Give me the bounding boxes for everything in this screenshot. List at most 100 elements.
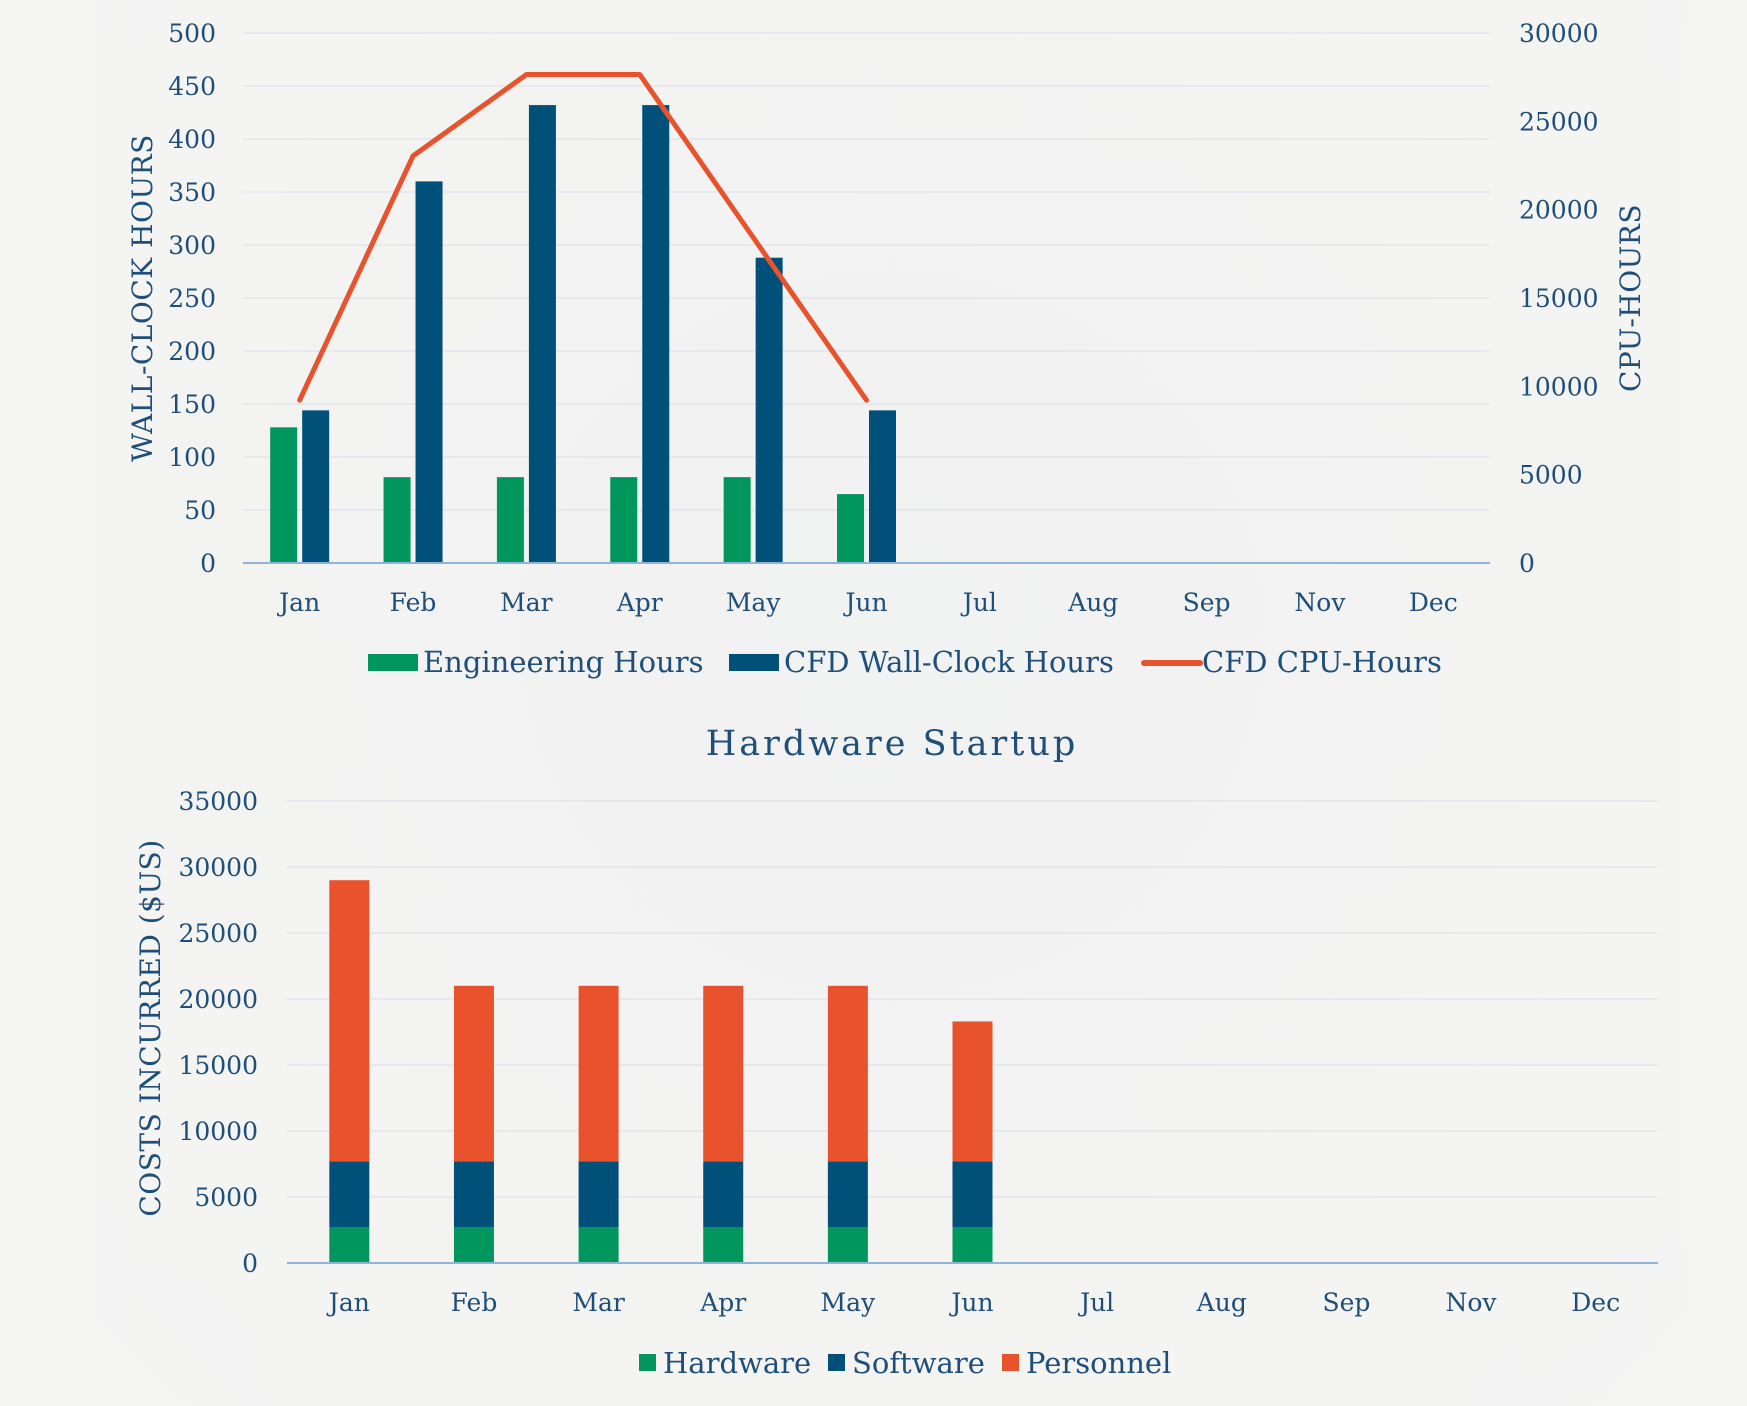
top-chart-x-tick-label: Jan (276, 588, 320, 617)
top-chart-x-tick-label: Apr (616, 588, 663, 617)
engineering-hours-bar (383, 477, 411, 563)
top-chart-right-axis-ticks: 0 5000 10000 15000 20000 25000 30000 (1519, 19, 1599, 578)
engineering-hours-bar (610, 477, 638, 563)
legend-wall-clock-label: CFD Wall-Clock Hours (784, 645, 1114, 679)
top-chart-y2-tick-label: 15000 (1519, 284, 1599, 313)
software-cost-bar (827, 1161, 868, 1228)
bottom-chart-category-labels: Jan Feb Mar Apr May Jun Jul Aug Sep Nov Dec (326, 1288, 1620, 1317)
bottom-chart-x-tick-label: Jul (1077, 1288, 1114, 1317)
software-cost-bar (329, 1161, 370, 1228)
top-chart-left-axis-ticks: 0 50 100 150 200 250 300 350 400 450 500 (168, 19, 216, 578)
wall-clock-hours-bar (755, 257, 783, 563)
bottom-chart-y-tick-label: 15000 (178, 1051, 258, 1080)
top-chart-y-tick-label: 350 (168, 178, 216, 207)
wall-clock-hours-bar (302, 410, 330, 563)
top-chart-x-tick-label: Dec (1409, 588, 1458, 617)
top-chart-x-tick-label: May (726, 588, 782, 617)
top-chart-category-labels: Jan Feb Mar Apr May Jun Jul Aug Sep Nov Dec (276, 588, 1458, 617)
bottom-chart-y-axis-ticks: 0 5000 10000 15000 20000 25000 30000 35000 (178, 787, 258, 1278)
bottom-chart-y-axis-title: COSTS INCURRED ($US) (134, 839, 167, 1216)
top-chart-y-tick-label: 500 (168, 19, 216, 48)
bottom-chart-x-tick-label: May (821, 1288, 877, 1317)
legend-wall-clock-swatch (729, 654, 779, 671)
bottom-chart-legend: Hardware Software Personnel (639, 1346, 1171, 1380)
bottom-chart-x-tick-label: Jun (948, 1288, 993, 1317)
legend-software-label: Software (852, 1346, 985, 1380)
top-chart-x-tick-label: Mar (500, 588, 553, 617)
legend-engineering-swatch (368, 654, 418, 671)
software-cost-bar (578, 1161, 619, 1228)
software-cost-bar (703, 1161, 744, 1228)
bottom-chart-x-tick-label: Sep (1322, 1288, 1370, 1317)
legend-hardware-swatch (639, 1354, 656, 1371)
top-chart-y-tick-label: 200 (168, 337, 216, 366)
engineering-hours-bar (723, 477, 751, 563)
hardware-cost-bar (827, 1227, 868, 1263)
top-chart-y2-tick-label: 30000 (1519, 19, 1599, 48)
bottom-chart-y-tick-label: 20000 (178, 985, 258, 1014)
legend-hardware-label: Hardware (663, 1346, 811, 1380)
top-chart-y2-tick-label: 25000 (1519, 107, 1599, 136)
personnel-cost-bar (578, 985, 619, 1162)
hardware-cost-bar (329, 1227, 370, 1263)
bottom-chart-y-tick-label: 10000 (178, 1117, 258, 1146)
wall-clock-hours-bar (869, 410, 896, 563)
legend-engineering-label: Engineering Hours (423, 645, 703, 679)
top-chart-bars (270, 105, 896, 563)
bottom-chart-x-tick-label: Jan (326, 1288, 370, 1317)
top-chart-y2-tick-label: 0 (1519, 549, 1535, 578)
bottom-chart-y-tick-label: 25000 (178, 919, 258, 948)
bottom-chart-y-tick-label: 35000 (178, 787, 258, 816)
top-chart-y-tick-label: 400 (168, 125, 216, 154)
top-chart-y-tick-label: 100 (168, 443, 216, 472)
bottom-chart-y-tick-label: 30000 (178, 853, 258, 882)
personnel-cost-bar (952, 1021, 993, 1162)
engineering-hours-bar (837, 494, 864, 563)
top-chart-x-tick-label: Aug (1067, 588, 1118, 617)
legend-personnel-label: Personnel (1026, 1346, 1171, 1380)
personnel-cost-bar (827, 985, 868, 1162)
top-chart-y-tick-label: 0 (200, 549, 216, 578)
bottom-chart-x-tick-label: Feb (451, 1288, 498, 1317)
top-chart-x-tick-label: Feb (390, 588, 437, 617)
software-cost-bar (952, 1161, 993, 1228)
bottom-chart-x-tick-label: Aug (1196, 1288, 1247, 1317)
hardware-cost-bar (703, 1227, 744, 1263)
top-chart-cpu-line (297, 72, 869, 403)
top-chart-x-tick-label: Sep (1183, 588, 1231, 617)
top-chart-x-tick-label: Jul (960, 588, 997, 617)
bottom-chart-x-tick-label: Apr (699, 1288, 746, 1317)
legend-personnel-swatch (1002, 1354, 1019, 1371)
bottom-chart-stacked-bars (329, 880, 993, 1263)
bottom-chart-x-tick-label: Nov (1446, 1288, 1498, 1317)
top-chart-y2-tick-label: 10000 (1519, 372, 1599, 401)
top-chart-y-axis-title: WALL-CLOCK HOURS (126, 134, 159, 462)
top-chart-y-tick-label: 450 (168, 72, 216, 101)
bottom-chart-y-tick-label: 5000 (194, 1183, 258, 1212)
top-chart-y-tick-label: 300 (168, 231, 216, 260)
top-chart-x-tick-label: Jun (842, 588, 887, 617)
hardware-cost-bar (952, 1227, 993, 1263)
personnel-cost-bar (453, 985, 494, 1162)
bottom-chart-x-tick-label: Mar (572, 1288, 625, 1317)
hardware-cost-bar (578, 1227, 619, 1263)
wall-clock-hours-bar (642, 105, 670, 563)
bottom-chart-x-tick-label: Dec (1571, 1288, 1620, 1317)
legend-software-swatch (828, 1354, 845, 1371)
top-chart-y2-axis-title: CPU-HOURS (1614, 204, 1647, 392)
personnel-cost-bar (703, 985, 744, 1162)
hardware-cost-bar (453, 1227, 494, 1263)
top-chart-gridlines (243, 32, 1490, 511)
bottom-chart-title: Hardware Startup (706, 724, 1079, 764)
cpu-hours-line (297, 72, 869, 403)
top-chart-y-tick-label: 50 (184, 496, 216, 525)
wall-clock-hours-bar (415, 181, 443, 563)
personnel-cost-bar (329, 880, 370, 1162)
top-chart-y-tick-label: 250 (168, 284, 216, 313)
legend-cpu-hours-label: CFD CPU-Hours (1202, 645, 1442, 679)
top-chart-y-tick-label: 150 (168, 390, 216, 419)
top-chart-y2-tick-label: 5000 (1519, 461, 1583, 490)
top-chart-legend: Engineering Hours CFD Wall-Clock Hours C… (368, 645, 1442, 679)
software-cost-bar (453, 1161, 494, 1228)
wall-clock-hours-bar (528, 105, 556, 563)
